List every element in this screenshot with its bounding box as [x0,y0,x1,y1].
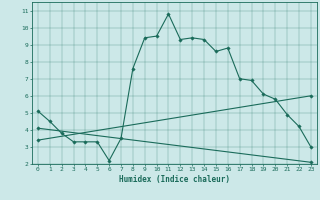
X-axis label: Humidex (Indice chaleur): Humidex (Indice chaleur) [119,175,230,184]
